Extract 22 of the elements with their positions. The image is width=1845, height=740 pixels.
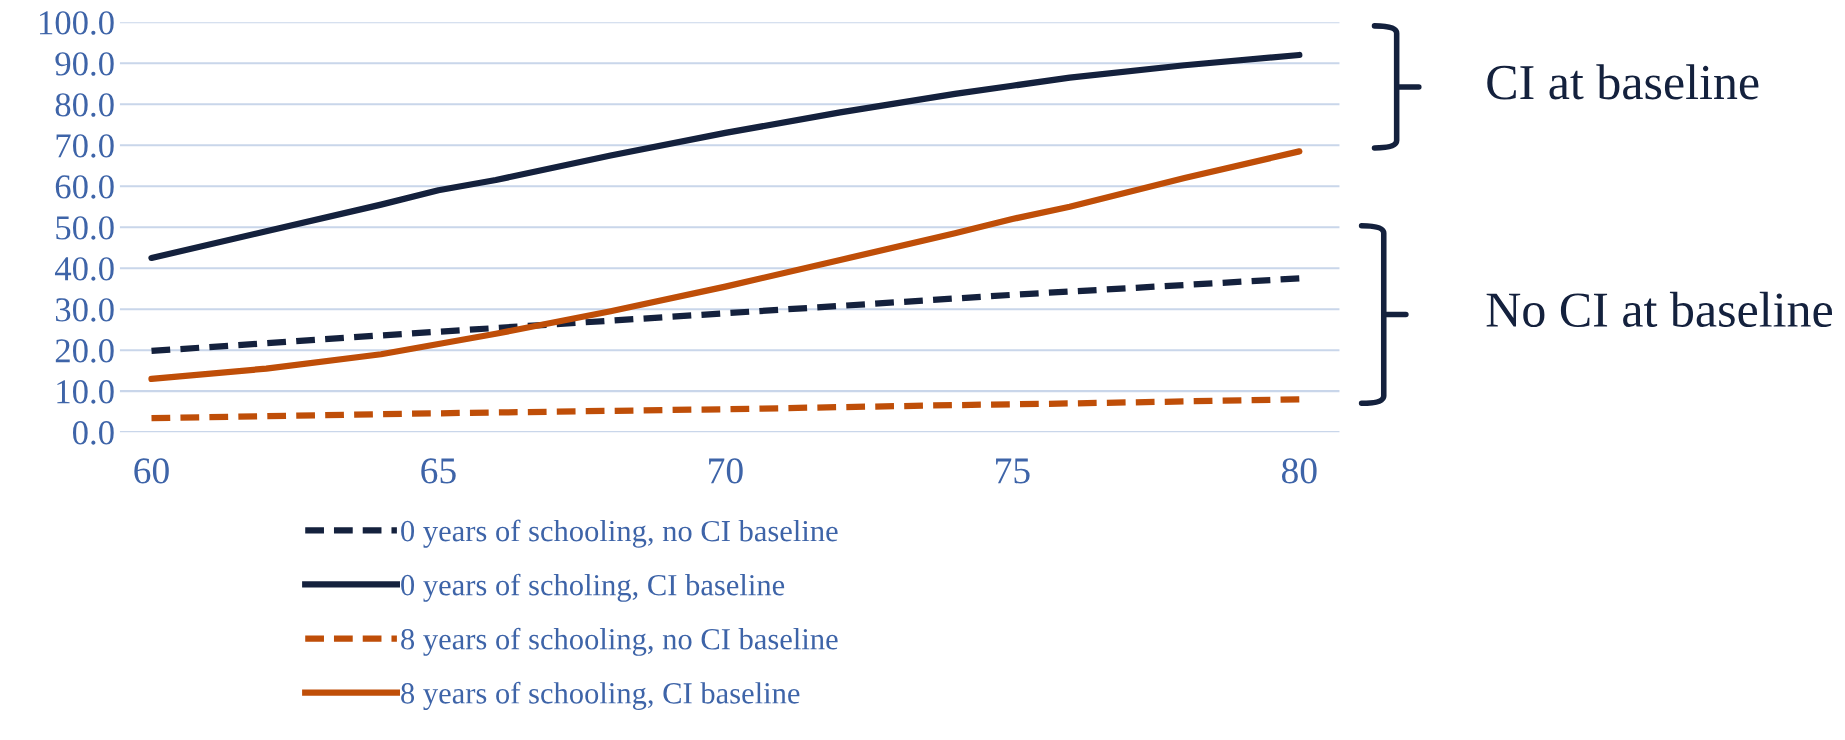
y-tick-label: 50.0 [56,216,114,240]
legend-label: 0 years of scholing, CI baseline [401,573,785,602]
x-tick-label: 70 [709,458,743,484]
y-tick-label: 70.0 [56,134,114,158]
y-tick-label: 30.0 [55,298,114,322]
text: No CI at baseline [1486,291,1832,328]
y-tick-label: 80.0 [55,93,114,117]
x-tick-label: 60 [134,458,169,484]
legend-label: 8 years of schooling, no CI baseline [401,627,838,656]
text: CI at baseline [1487,64,1759,100]
legend-label: 8 years of schooling, CI baseline [401,681,800,710]
y-tick-label: 10.0 [57,380,114,404]
legend-label: 0 years of schooling, no CI baseline [401,519,838,548]
x-tick-label: 80 [1281,458,1317,484]
y-tick-label: 60.0 [55,175,114,199]
y-tick-label: 20.0 [55,339,114,363]
x-tick-label: 65 [421,458,456,484]
y-tick-label: 40.0 [54,257,114,281]
x-tick-label: 75 [996,458,1030,484]
y-tick-label: 90.0 [55,52,114,76]
y-tick-label: 100.0 [39,11,114,35]
y-tick-label: 0.0 [72,421,114,445]
